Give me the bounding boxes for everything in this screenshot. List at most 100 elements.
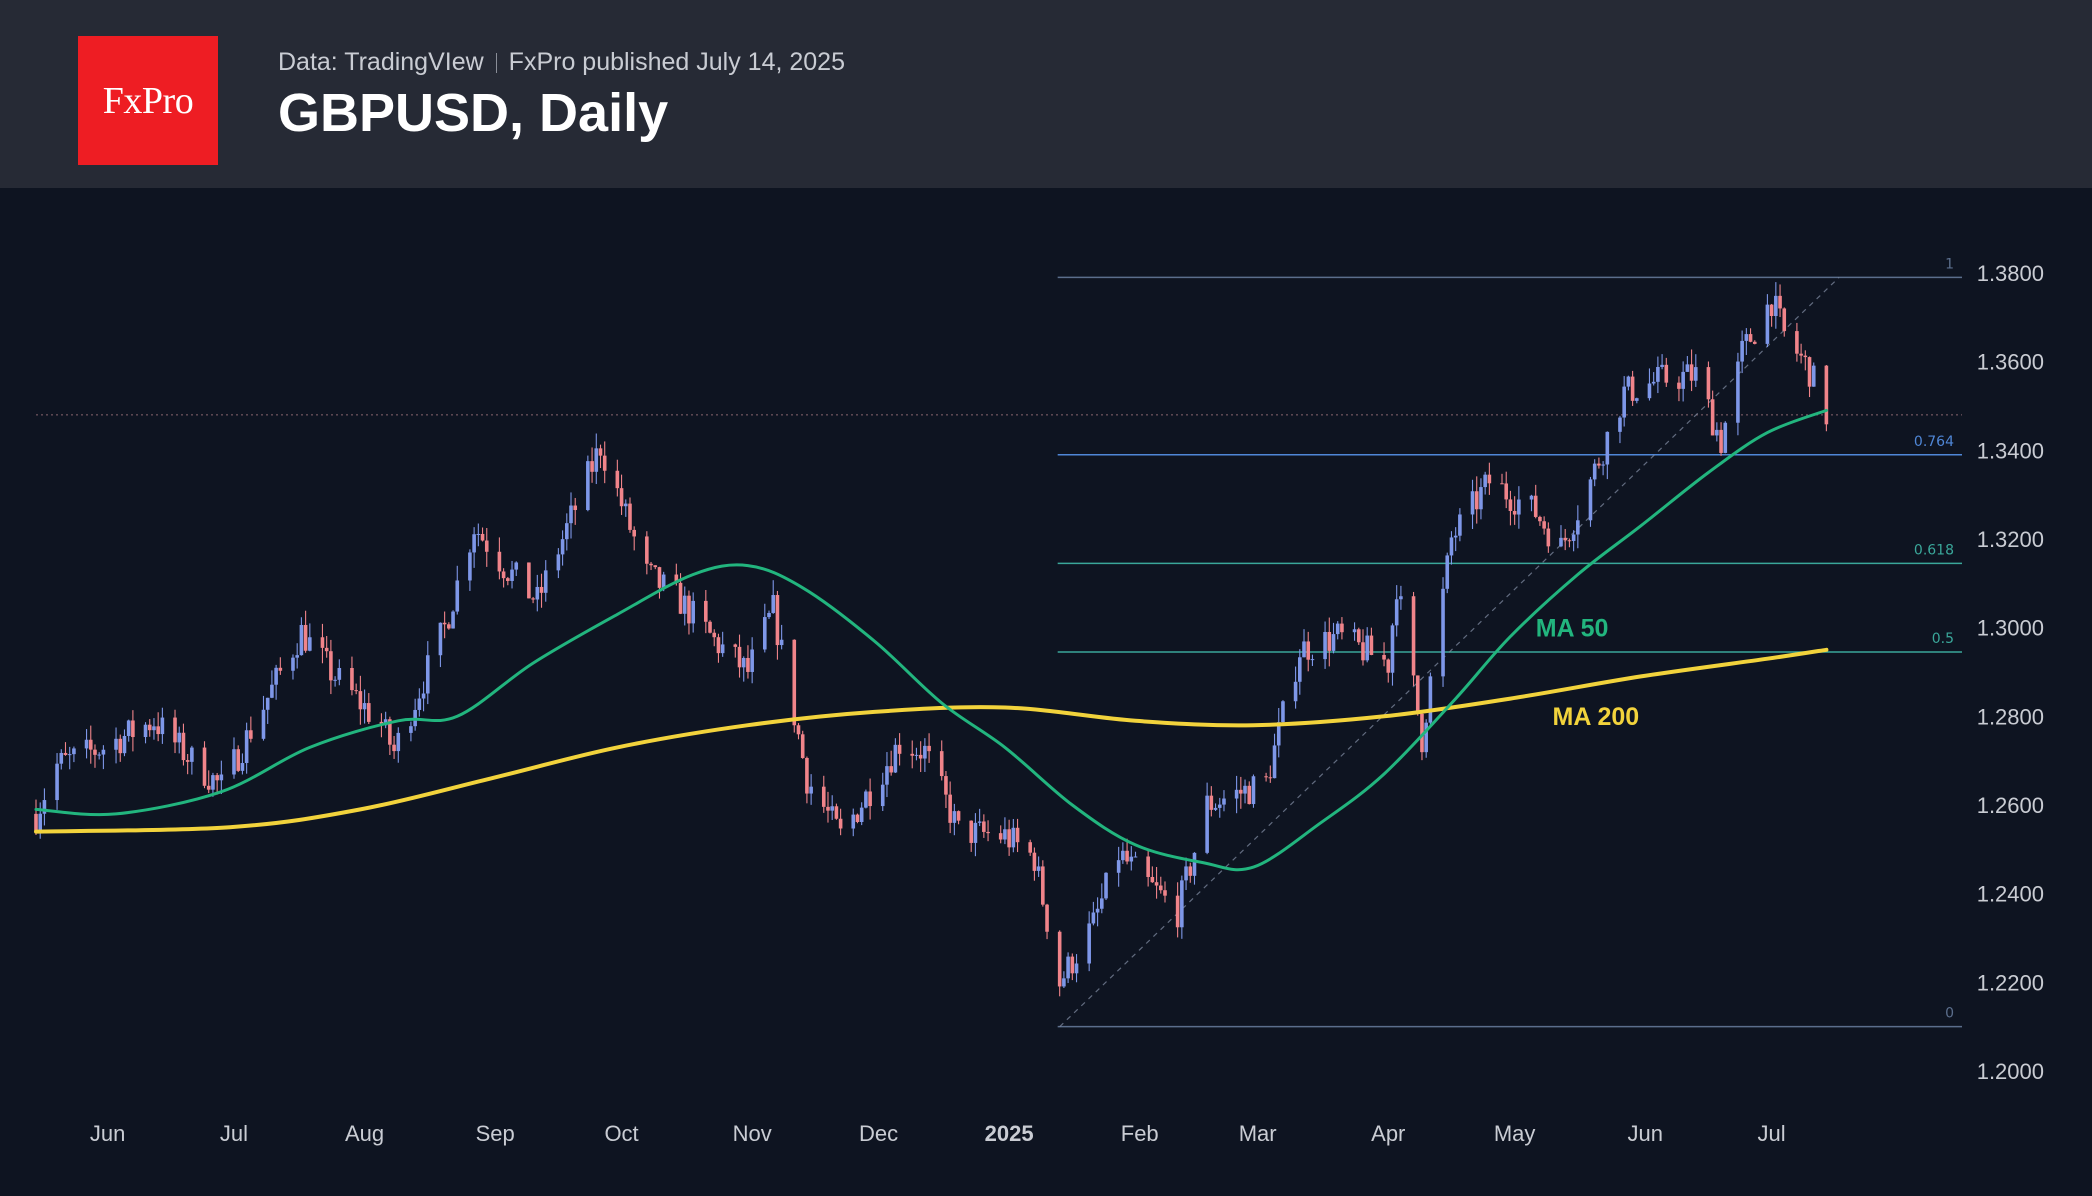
candle-body	[527, 562, 531, 599]
candle-body	[1272, 745, 1277, 779]
candle-body	[805, 757, 809, 794]
candle-body	[354, 690, 358, 692]
candle-body	[1331, 634, 1336, 651]
candle-body	[1736, 361, 1740, 423]
candle-body	[1622, 386, 1626, 418]
candle-body	[1605, 431, 1610, 465]
candle-body	[1062, 978, 1066, 987]
candle-body	[939, 751, 944, 777]
candle-body	[1811, 365, 1816, 387]
candle-body	[160, 717, 165, 735]
candle-body	[42, 800, 47, 814]
separator	[495, 52, 497, 73]
candle-body	[535, 586, 540, 600]
candle-body	[674, 574, 679, 583]
candle-body	[682, 595, 687, 614]
candle-body	[392, 744, 396, 752]
x-tick-label: Sep	[476, 1121, 515, 1146]
candle-body	[274, 667, 278, 685]
candle-body	[1428, 676, 1433, 723]
candle-body	[800, 734, 805, 758]
candle-body	[1685, 364, 1690, 372]
candle-body	[219, 774, 224, 781]
candle-body	[1327, 631, 1332, 651]
candle-body	[211, 775, 215, 790]
x-tick-label: Jul	[220, 1121, 248, 1146]
candle-body	[1310, 659, 1315, 661]
candle-body	[409, 726, 413, 733]
candle-body	[708, 621, 712, 633]
candle-body	[1693, 367, 1698, 381]
candle-body	[977, 821, 982, 823]
candle-body	[1546, 528, 1551, 547]
candle-body	[442, 622, 447, 625]
candle-body	[362, 703, 367, 710]
candle-body	[202, 747, 207, 786]
candle-body	[1192, 852, 1197, 876]
candle-body	[838, 818, 843, 829]
candle-body	[623, 503, 628, 507]
candle-body	[451, 611, 455, 629]
candle-body	[1234, 789, 1239, 799]
candle-body	[956, 811, 961, 821]
candle-body	[1032, 852, 1037, 871]
candle-body	[1247, 785, 1252, 805]
ma200-layer	[34, 647, 1829, 834]
candle-body	[1276, 722, 1281, 746]
ma50-line	[34, 408, 1828, 872]
candle-body	[38, 813, 43, 831]
candle-body	[1394, 599, 1399, 626]
candle-body	[1681, 371, 1685, 389]
candle-body	[1007, 829, 1011, 848]
candle-body	[1045, 904, 1049, 932]
candle-body	[1782, 308, 1787, 332]
candle-body	[1803, 355, 1808, 358]
candle-body	[278, 667, 283, 671]
candle-body	[270, 684, 274, 698]
candle-body	[480, 533, 485, 541]
candle-body	[1365, 635, 1370, 661]
candle-body	[1175, 895, 1180, 928]
candle-body	[564, 523, 569, 540]
candle-body	[602, 455, 607, 471]
published-date: FxPro published July 14, 2025	[508, 48, 845, 76]
candle-body	[240, 763, 245, 771]
candle-body	[1559, 537, 1563, 547]
fib-level-label: 0.764	[1914, 434, 1954, 450]
candle-body	[265, 697, 270, 710]
candle-body	[1474, 491, 1479, 510]
candle-body	[1133, 856, 1138, 858]
candle-body	[556, 554, 561, 571]
candle-body	[497, 551, 502, 572]
candle-body	[1719, 429, 1723, 453]
candle-body	[712, 632, 717, 638]
candle-body	[396, 732, 401, 752]
candle-body	[691, 600, 695, 624]
candle-body	[1807, 357, 1812, 387]
candle-body	[118, 738, 123, 754]
x-tick-label: Aug	[345, 1121, 384, 1146]
fib-level-label: 0.618	[1914, 542, 1954, 558]
candle-body	[55, 763, 59, 801]
candle-body	[1217, 804, 1222, 808]
candle-body	[1070, 956, 1075, 974]
candle-body	[809, 786, 813, 794]
candle-body	[1057, 931, 1062, 987]
x-tick-label: Jun	[90, 1121, 125, 1146]
candle-body	[586, 461, 590, 511]
candle-body	[72, 748, 76, 755]
chart-header: FxPro Data: TradingVIew FxPro published …	[0, 0, 2092, 188]
candle-body	[830, 806, 834, 811]
x-tick-label: 2025	[985, 1121, 1034, 1146]
candle-body	[880, 784, 885, 807]
candle-body	[1091, 912, 1096, 924]
candle-body	[851, 814, 856, 829]
candle-body	[1774, 295, 1778, 317]
candle-body	[775, 595, 780, 646]
candle-body	[1626, 376, 1631, 387]
candle-body	[236, 749, 241, 771]
candle-body	[750, 649, 754, 672]
candle-body	[455, 580, 460, 612]
candle-body	[771, 595, 776, 613]
